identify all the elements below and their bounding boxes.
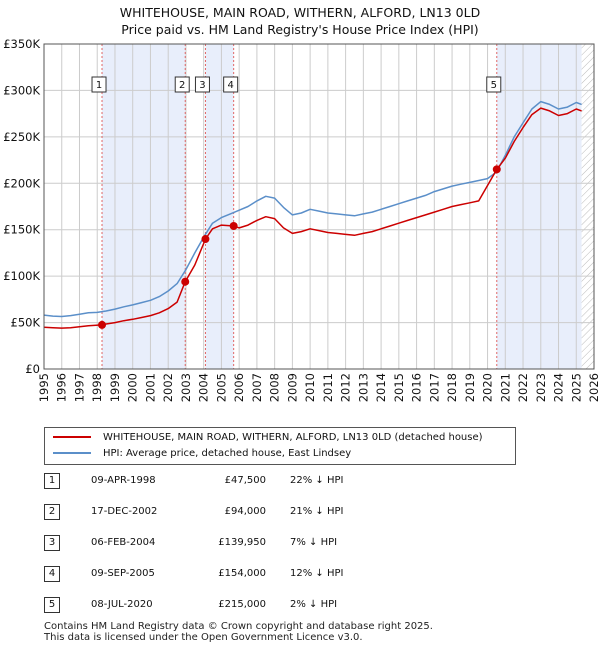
row-number-badge: 2 — [44, 504, 60, 520]
transaction-label: 5 — [491, 80, 497, 91]
x-tick-label: 2024 — [552, 373, 566, 402]
row-hpi: 2% ↓ HPI — [290, 599, 338, 610]
transaction-label-box — [194, 76, 210, 93]
x-tick-label: 2021 — [498, 373, 512, 402]
x-tick-label: 2010 — [303, 373, 317, 402]
x-tick-label: 2013 — [356, 373, 370, 402]
row-date: 09-APR-1998 — [91, 475, 156, 486]
chart-title-line2: Price paid vs. HM Land Registry's House … — [121, 22, 479, 37]
transaction-label-box — [223, 76, 239, 93]
x-tick-label: 2018 — [445, 373, 459, 402]
row-price: £139,950 — [218, 537, 266, 548]
shaded-band — [496, 44, 582, 369]
chart-title-line1: WHITEHOUSE, MAIN ROAD, WITHERN, ALFORD, … — [119, 5, 481, 20]
x-tick-label: 2007 — [250, 373, 264, 402]
transaction-label: 2 — [179, 80, 185, 91]
transaction-label-box — [174, 76, 190, 93]
x-tick-label: 1995 — [37, 373, 51, 402]
x-tick-label: 2026 — [587, 373, 600, 402]
transaction-point — [201, 235, 210, 244]
table-row: 3 06-FEB-2004 £139,950 7% ↓ HPI — [44, 534, 444, 552]
x-tick-label: 2025 — [569, 373, 583, 402]
transaction-point — [492, 165, 501, 174]
footer-line1: Contains HM Land Registry data © Crown c… — [44, 621, 433, 632]
shaded-band — [205, 44, 234, 369]
x-tick-label: 1999 — [108, 373, 122, 402]
table-row: 2 17-DEC-2002 £94,000 21% ↓ HPI — [44, 503, 444, 521]
x-tick-label: 2000 — [126, 373, 140, 402]
x-tick-label: 2005 — [214, 373, 228, 402]
legend-label-property: WHITEHOUSE, MAIN ROAD, WITHERN, ALFORD, … — [103, 432, 483, 443]
row-price: £94,000 — [224, 506, 266, 517]
x-tick-label: 2012 — [339, 373, 353, 402]
x-tick-label: 2009 — [285, 373, 299, 402]
row-hpi: 21% ↓ HPI — [290, 506, 344, 517]
x-tick-label: 2022 — [516, 373, 530, 402]
y-tick-label: £150K — [3, 223, 40, 237]
transaction-label: 1 — [96, 80, 102, 91]
x-tick-label: 2002 — [161, 373, 175, 402]
x-tick-label: 2016 — [410, 373, 424, 402]
plot-frame — [43, 43, 595, 370]
x-tick-label: 1998 — [90, 373, 104, 402]
y-tick-label: £300K — [3, 83, 40, 97]
x-tick-label: 2017 — [427, 373, 441, 402]
forecast-hatch — [581, 44, 594, 369]
row-date: 09-SEP-2005 — [91, 568, 155, 579]
row-price: £154,000 — [218, 568, 266, 579]
row-number-badge: 3 — [44, 535, 60, 551]
table-row: 5 08-JUL-2020 £215,000 2% ↓ HPI — [44, 596, 444, 614]
row-number-badge: 4 — [44, 566, 60, 582]
table-row: 1 09-APR-1998 £47,500 22% ↓ HPI — [44, 472, 444, 490]
row-date: 06-FEB-2004 — [91, 537, 156, 548]
y-tick-label: £100K — [3, 269, 40, 283]
price-chart: 1 2 3 4 5 £0 £50K £100K £150K £200K £250K £300K £350… — [3, 37, 600, 402]
x-tick-label: 1997 — [72, 373, 86, 402]
y-tick-label: £200K — [3, 176, 40, 190]
legend-swatch-property — [53, 436, 91, 438]
x-tick-label: 2008 — [268, 373, 282, 402]
x-tick-label: 2006 — [232, 373, 246, 402]
y-tick-label: £0 — [25, 362, 40, 376]
transaction-label-box — [486, 76, 502, 93]
x-tick-label: 2020 — [481, 373, 495, 402]
footer: Contains HM Land Registry data © Crown c… — [44, 621, 433, 643]
chart-title: WHITEHOUSE, MAIN ROAD, WITHERN, ALFORD, … — [0, 4, 600, 38]
transaction-label: 4 — [227, 80, 233, 91]
table-row: 4 09-SEP-2005 £154,000 12% ↓ HPI — [44, 565, 444, 583]
row-number-badge: 1 — [44, 473, 60, 489]
y-tick-label: £350K — [3, 37, 40, 51]
legend-item-property: WHITEHOUSE, MAIN ROAD, WITHERN, ALFORD, … — [53, 430, 483, 446]
row-date: 17-DEC-2002 — [91, 506, 158, 517]
transaction-point — [229, 222, 238, 230]
transaction-point — [181, 277, 190, 286]
x-tick-label: 2001 — [143, 373, 157, 402]
transaction-label-box — [91, 76, 107, 93]
row-price: £215,000 — [218, 599, 266, 610]
x-tick-label: 2019 — [463, 373, 477, 402]
y-tick-label: £250K — [3, 130, 40, 144]
row-hpi: 7% ↓ HPI — [290, 537, 338, 548]
y-tick-label: £50K — [11, 316, 41, 330]
x-tick-label: 2014 — [374, 373, 388, 402]
transaction-label: 3 — [199, 80, 205, 91]
x-tick-label: 2023 — [534, 373, 548, 402]
row-date: 08-JUL-2020 — [91, 599, 153, 610]
legend-item-hpi: HPI: Average price, detached house, East… — [53, 446, 351, 462]
legend: WHITEHOUSE, MAIN ROAD, WITHERN, ALFORD, … — [44, 427, 516, 465]
x-tick-label: 2004 — [197, 373, 211, 402]
x-tick-label: 2011 — [321, 373, 335, 402]
x-tick-label: 2015 — [392, 373, 406, 402]
row-number-badge: 5 — [44, 597, 60, 613]
x-tick-label: 2003 — [179, 373, 193, 402]
legend-label-hpi: HPI: Average price, detached house, East… — [103, 448, 352, 459]
transaction-point — [98, 320, 107, 329]
row-hpi: 12% ↓ HPI — [290, 568, 344, 579]
shaded-band — [102, 44, 186, 369]
x-tick-label: 1996 — [55, 373, 69, 402]
row-hpi: 22% ↓ HPI — [290, 475, 344, 486]
row-price: £47,500 — [224, 475, 266, 486]
footer-line2: This data is licensed under the Open Gov… — [44, 632, 363, 643]
legend-swatch-hpi — [53, 452, 91, 454]
